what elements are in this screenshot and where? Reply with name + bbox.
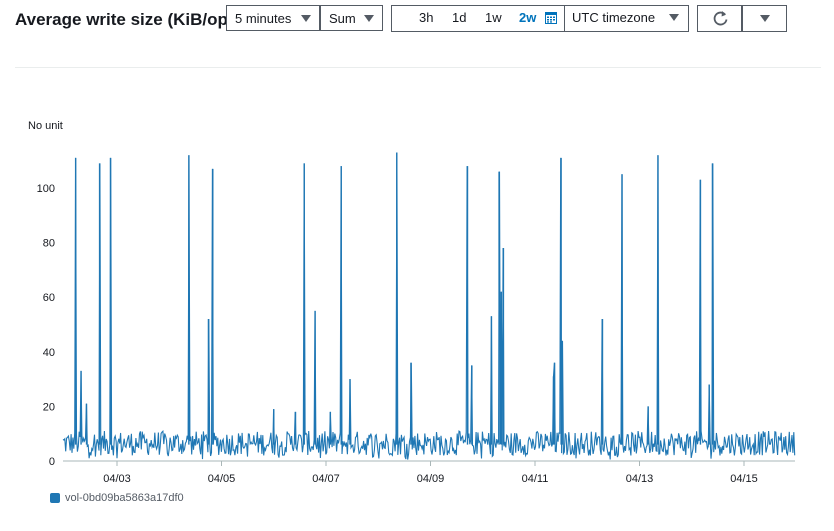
x-tick-label: 04/13	[626, 473, 654, 485]
line-chart: No unit 0 20 40 60 80 100 04/03 04/05 04/07 04/09 0…	[28, 120, 796, 485]
series-line	[62, 152, 796, 460]
range-2w[interactable]: 2w	[519, 10, 537, 25]
caret-down-icon	[301, 15, 311, 22]
refresh-button[interactable]	[697, 5, 742, 32]
x-tick-label: 04/07	[312, 473, 340, 485]
header-divider	[15, 67, 821, 68]
x-tick-label: 04/15	[730, 473, 758, 485]
statistic-select[interactable]: Sum	[320, 5, 383, 31]
time-range-selector: 3h 1d 1w 2w UTC timezone	[391, 5, 689, 32]
y-tick-label: 0	[49, 456, 55, 468]
widget-title: Average write size (KiB/op)	[15, 10, 234, 29]
chart-legend: vol-0bd09ba5863a17df0	[50, 492, 184, 504]
y-tick-label: 80	[43, 238, 55, 250]
timezone-select-value: UTC timezone	[572, 10, 656, 25]
period-select-value: 5 minutes	[235, 10, 292, 26]
timezone-select[interactable]: UTC timezone	[564, 5, 689, 32]
x-tick-label: 04/11	[522, 473, 549, 485]
x-tick-label: 04/09	[417, 473, 445, 485]
x-tick-label: 04/03	[103, 473, 131, 485]
range-3h[interactable]: 3h	[419, 10, 434, 25]
legend-swatch[interactable]	[50, 493, 60, 503]
caret-down-icon	[364, 15, 374, 22]
period-select[interactable]: 5 minutes	[226, 5, 320, 31]
y-tick-label: 100	[37, 183, 55, 195]
legend-label[interactable]: vol-0bd09ba5863a17df0	[65, 492, 184, 504]
caret-down-icon	[669, 14, 679, 21]
y-tick-label: 40	[43, 347, 55, 359]
y-tick-label: 60	[43, 292, 55, 304]
calendar-icon[interactable]	[545, 12, 557, 24]
range-1w[interactable]: 1w	[485, 10, 502, 25]
statistic-select-value: Sum	[329, 10, 356, 26]
y-axis-unit-label: No unit	[28, 120, 63, 132]
y-tick-label: 20	[43, 401, 55, 413]
more-actions-button[interactable]	[742, 5, 787, 32]
range-1d[interactable]: 1d	[452, 10, 467, 25]
x-tick-label: 04/05	[208, 473, 236, 485]
refresh-icon	[713, 11, 728, 26]
widget-header: Average write size (KiB/op) 5 minutes Su…	[0, 0, 834, 40]
chevron-down-icon	[760, 15, 770, 22]
